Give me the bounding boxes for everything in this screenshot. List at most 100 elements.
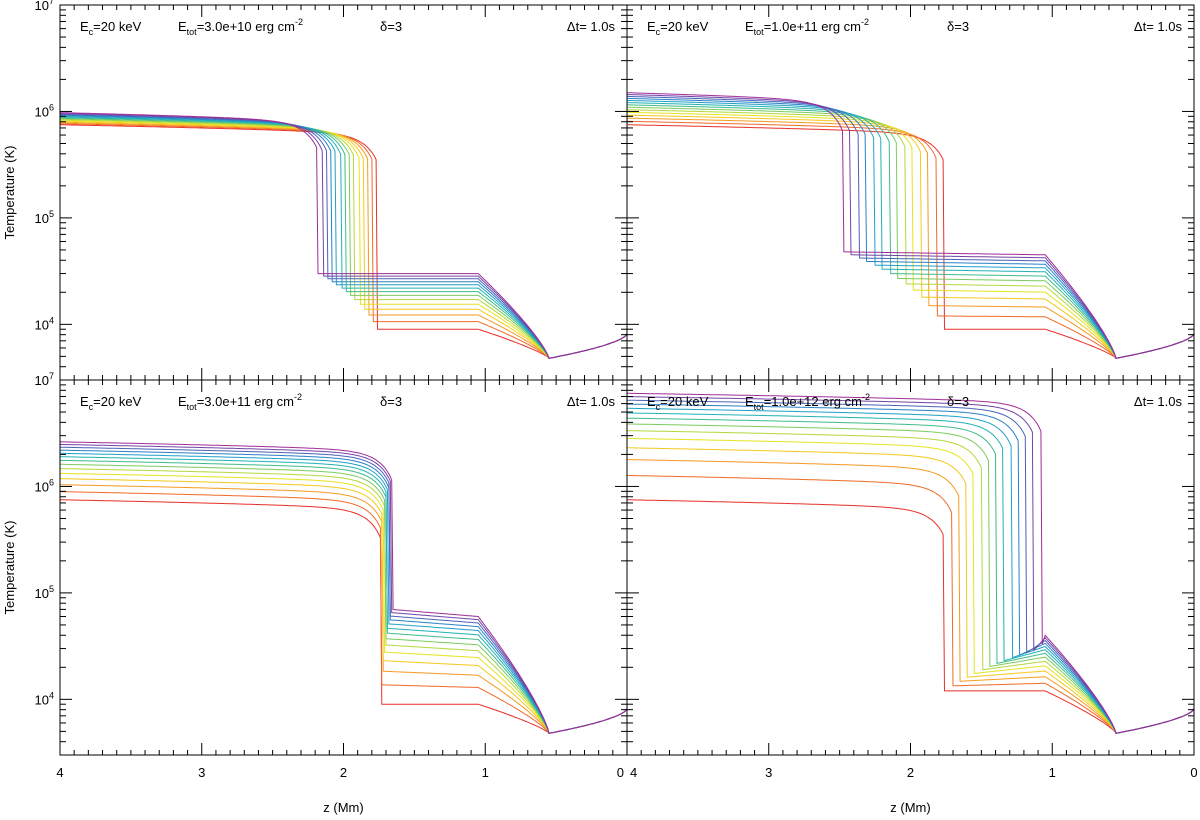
curve-panel-b-9 [627, 102, 1195, 359]
curve-panel-c-13 [59, 443, 628, 734]
xtick-label: 2 [340, 765, 347, 780]
curve-panel-d-14 [627, 392, 1195, 734]
annotation-dt: Δt= 1.0s [567, 394, 616, 409]
curve-panel-a-2 [60, 123, 628, 359]
plot-frame-a [59, 4, 628, 381]
curve-panel-d-2 [626, 474, 1195, 734]
curve-panel-c-7 [60, 463, 628, 734]
ytick-label-base: 10 [35, 211, 49, 226]
curves-panel-c [59, 441, 628, 734]
plot-frame-b [626, 4, 1195, 381]
ytick-label-base: 10 [35, 317, 49, 332]
curve-panel-a-5 [60, 120, 628, 359]
ytick-label-base: 10 [35, 0, 49, 13]
ytick-label: 105 [35, 584, 54, 601]
curve-panel-d-10 [627, 407, 1195, 734]
annotation-ec: Ec=20 keV [80, 394, 142, 412]
panel-d: 4 3 2 1 0 z (Mm) Ec=20 keV Etot=1.0e+12 erg cm-… [626, 379, 1198, 815]
curve-panel-a-12 [60, 113, 628, 359]
annotation-dt: Δt= 1.0s [1134, 394, 1183, 409]
curve-panel-d-9 [626, 412, 1195, 734]
curve-panel-c-11 [60, 449, 628, 734]
ytick-label-exp: 7 [49, 371, 54, 381]
curves-panel-d [626, 392, 1195, 734]
curves-panel-b [626, 92, 1195, 359]
curve-panel-c-2 [60, 491, 628, 734]
annotation-delta: δ=3 [380, 394, 402, 409]
ytick-label-exp: 4 [49, 315, 54, 325]
curves-panel-a [59, 112, 628, 359]
curve-panel-d-6 [627, 430, 1195, 734]
curve-panel-d-11 [627, 403, 1195, 734]
curve-panel-b-10 [626, 99, 1195, 359]
annotation-dt: Δt= 1.0s [567, 19, 616, 34]
annotation-etot: Etot=3.0e+10 erg cm-2 [178, 17, 303, 37]
curve-panel-b-2 [626, 120, 1195, 359]
ytick-label-exp: 6 [49, 477, 54, 487]
curve-panel-d-3 [627, 459, 1195, 734]
ytick-label-base: 10 [35, 479, 49, 494]
ytick-label: 104 [35, 690, 54, 707]
annotation-etot: Etot=1.0e+12 erg cm-2 [745, 392, 870, 412]
annotation-ec: Ec=20 keV [80, 19, 142, 37]
ytick-label-exp: 7 [49, 0, 54, 6]
plot-frame-c [59, 379, 628, 756]
curve-panel-d-8 [627, 417, 1195, 734]
ytick-label: 106 [35, 102, 54, 119]
curve-panel-a-10 [59, 115, 628, 359]
curve-panel-d-1 [626, 499, 1195, 734]
ytick-label: 105 [35, 209, 54, 226]
curve-panel-b-14 [627, 92, 1195, 359]
xtick-label: 3 [765, 765, 772, 780]
curve-panel-c-4 [60, 478, 628, 734]
curve-panel-c-12 [60, 446, 628, 734]
curve-panel-b-4 [626, 114, 1195, 359]
curve-panel-a-7 [60, 118, 628, 359]
curve-panel-b-11 [627, 97, 1195, 359]
ytick-label-base: 10 [35, 692, 49, 707]
panel-b: Ec=20 keV Etot=1.0e+11 erg cm-2 δ=3 Δt= 1.0… [626, 4, 1195, 381]
curve-panel-c-6 [60, 468, 628, 734]
curve-panel-b-8 [626, 104, 1195, 359]
y-axis-title: Temperature (K) [2, 146, 17, 240]
curve-panel-b-1 [626, 124, 1195, 359]
xtick-label: 3 [198, 765, 205, 780]
ytick-label: 106 [35, 477, 54, 494]
y-axis-title: Temperature (K) [2, 521, 17, 615]
xtick-label: 4 [630, 765, 637, 780]
curve-panel-d-4 [627, 447, 1195, 734]
curve-panel-a-13 [59, 112, 628, 359]
curve-panel-b-6 [627, 109, 1195, 359]
curve-panel-a-1 [59, 124, 628, 359]
curve-panel-a-6 [60, 119, 628, 359]
annotation-ec: Ec=20 keV [647, 19, 709, 37]
curve-panel-b-3 [626, 117, 1195, 359]
curve-panel-c-8 [59, 459, 628, 734]
curve-panel-b-5 [626, 111, 1195, 359]
xtick-label: 0 [617, 765, 624, 780]
curve-panel-c-9 [60, 456, 628, 734]
annotation-etot: Etot=1.0e+11 erg cm-2 [745, 17, 869, 37]
x-axis-title: z (Mm) [323, 800, 363, 815]
curve-panel-c-10 [60, 452, 628, 734]
xtick-label: 4 [56, 765, 63, 780]
annotation-delta: δ=3 [380, 19, 402, 34]
ytick-label-exp: 5 [49, 584, 54, 594]
annotation-dt: Δt= 1.0s [1134, 19, 1183, 34]
curve-panel-a-11 [59, 114, 628, 359]
curve-panel-d-13 [627, 396, 1195, 734]
ytick-label-exp: 5 [49, 209, 54, 219]
annotation-etot: Etot=3.0e+11 erg cm-2 [178, 392, 302, 412]
xtick-label: 0 [1190, 765, 1197, 780]
annotation-delta: δ=3 [947, 19, 969, 34]
curve-panel-d-5 [627, 437, 1195, 734]
ytick-label-base: 10 [35, 373, 49, 388]
curve-panel-c-3 [60, 484, 628, 734]
xtick-label: 2 [907, 765, 914, 780]
ytick-label: 104 [35, 315, 54, 332]
ytick-label-exp: 4 [49, 690, 54, 700]
curve-panel-d-12 [627, 399, 1195, 734]
ytick-label: 107 [35, 0, 54, 13]
